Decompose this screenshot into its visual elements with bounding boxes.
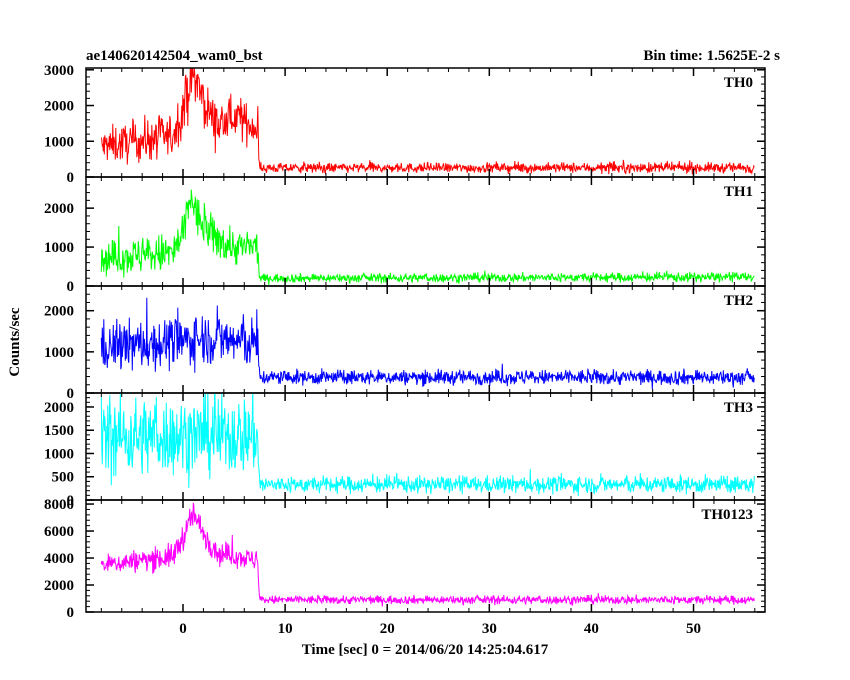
panel-label: TH3 [724, 400, 753, 416]
panel-label: TH1 [724, 184, 753, 200]
panel-frame [85, 499, 766, 613]
y-tick-label: 0 [67, 493, 75, 509]
y-tick-label: 6000 [44, 524, 74, 540]
bin-time-label: Bin time: 1.5625E-2 s [643, 48, 780, 64]
series-th2 [100, 297, 755, 390]
y-tick-label: 1000 [44, 446, 74, 462]
x-tick-label: 50 [686, 621, 701, 637]
panel-label: TH2 [724, 293, 753, 309]
x-tick-label: 20 [380, 621, 395, 637]
y-tick-label: 1000 [44, 345, 74, 361]
series-th3 [100, 393, 755, 497]
y-tick-label: 2000 [44, 400, 74, 416]
y-tick-label: 0 [67, 386, 75, 402]
y-tick-label: 500 [52, 470, 75, 486]
y-tick-label: 8000 [44, 497, 74, 513]
y-tick-label: 3000 [44, 63, 74, 79]
panel-label: TH0123 [701, 507, 753, 523]
y-tick-label: 2000 [44, 578, 74, 594]
y-tick-label: 1000 [44, 240, 74, 256]
y-axis-label: Counts/sec [7, 307, 23, 377]
x-tick-label: 40 [584, 621, 599, 637]
panel-th1: 0 1000 2000 TH1 [44, 176, 766, 295]
x-tick-label: 0 [179, 621, 187, 637]
x-tick-label: 30 [482, 621, 497, 637]
y-tick-label: 1500 [44, 423, 74, 439]
x-tick-label: 10 [278, 621, 293, 637]
panel-th3: 0 500 1000 1500 2000 TH3 [44, 392, 766, 509]
panel-th0123: 0 2000 4000 6000 8000 TH0123 [44, 497, 766, 621]
y-tick-label: 0 [67, 279, 75, 295]
series-th0123 [100, 502, 755, 607]
y-tick-label: 2000 [44, 99, 74, 115]
y-tick-label: 4000 [44, 551, 74, 567]
y-tick-label: 0 [67, 605, 75, 621]
series-th0 [100, 68, 755, 176]
panels-group: 0100020003000TH0010002000TH1010002000TH2… [44, 63, 766, 637]
y-tick-label: 1000 [44, 134, 74, 150]
panel-th0: 0 1000 2000 3000 TH0 [44, 63, 766, 186]
panel-frame [85, 176, 766, 287]
series-th1 [100, 189, 755, 286]
y-tick-label: 0 [67, 170, 75, 186]
chart-title: ae140620142504_wam0_bst [86, 48, 263, 64]
y-tick-label: 2000 [44, 201, 74, 217]
y-tick-label: 2000 [44, 304, 74, 320]
x-axis-label: Time [sec] 0 = 2014/06/20 14:25:04.617 [302, 642, 549, 658]
panel-th2: 0 1000 2000 TH2 [44, 285, 766, 402]
panel-label: TH0 [724, 75, 753, 91]
